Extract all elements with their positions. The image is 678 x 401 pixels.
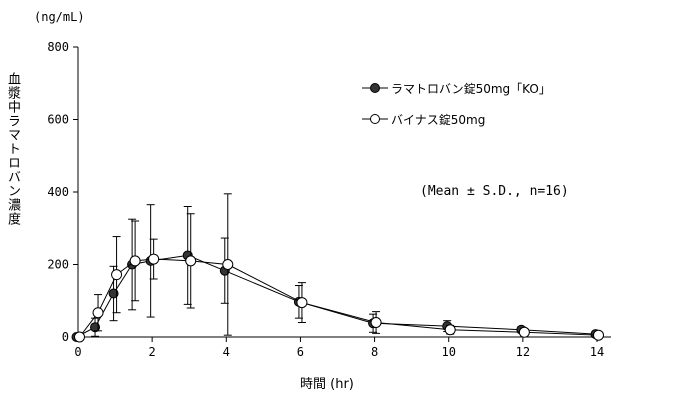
x-tick-label: 14 bbox=[590, 345, 604, 359]
y-unit-label: (ng/mL) bbox=[34, 10, 85, 24]
series-line bbox=[76, 254, 596, 338]
data-point bbox=[518, 326, 530, 338]
x-tick-label: 12 bbox=[516, 345, 530, 359]
data-point bbox=[148, 253, 160, 265]
legend-label-filled: ラマトロバン錠50mg「KO」 bbox=[391, 81, 551, 96]
legend-label-open: バイナス錠50mg bbox=[391, 112, 486, 127]
x-tick-label: 10 bbox=[441, 345, 455, 359]
open-circle-icon bbox=[362, 114, 388, 124]
y-tick-label: 600 bbox=[47, 113, 69, 127]
y-tick-label: 400 bbox=[47, 185, 69, 199]
data-point bbox=[90, 322, 101, 333]
x-tick-label: 0 bbox=[74, 345, 81, 359]
data-point bbox=[92, 307, 104, 319]
data-point bbox=[111, 269, 123, 281]
data-point bbox=[593, 329, 604, 341]
legend-item-filled: ラマトロバン錠50mg「KO」 bbox=[362, 80, 551, 96]
x-tick-label: 6 bbox=[297, 345, 304, 359]
data-point bbox=[129, 255, 141, 267]
data-point bbox=[370, 317, 382, 328]
x-tick-label: 2 bbox=[149, 345, 156, 359]
y-tick-label: 200 bbox=[47, 258, 69, 272]
data-point bbox=[185, 255, 197, 267]
y-tick-label: 0 bbox=[62, 330, 69, 344]
legend-item-open: バイナス錠50mg bbox=[362, 111, 485, 127]
data-point bbox=[444, 324, 456, 336]
y-tick-label: 800 bbox=[47, 40, 69, 54]
stats-annotation: (Mean ± S.D., n=16) bbox=[420, 184, 569, 199]
data-point bbox=[222, 259, 234, 270]
data-point bbox=[74, 331, 85, 343]
filled-circle-icon bbox=[362, 83, 388, 93]
data-point bbox=[296, 297, 308, 309]
x-axis-label: 時間 (hr) bbox=[300, 377, 354, 392]
x-tick-label: 8 bbox=[371, 345, 378, 359]
data-point bbox=[108, 288, 119, 299]
y-axis-label: 血漿中ラマトロバン濃度 bbox=[5, 72, 20, 226]
series-line bbox=[79, 258, 599, 338]
x-tick-label: 4 bbox=[223, 345, 230, 359]
